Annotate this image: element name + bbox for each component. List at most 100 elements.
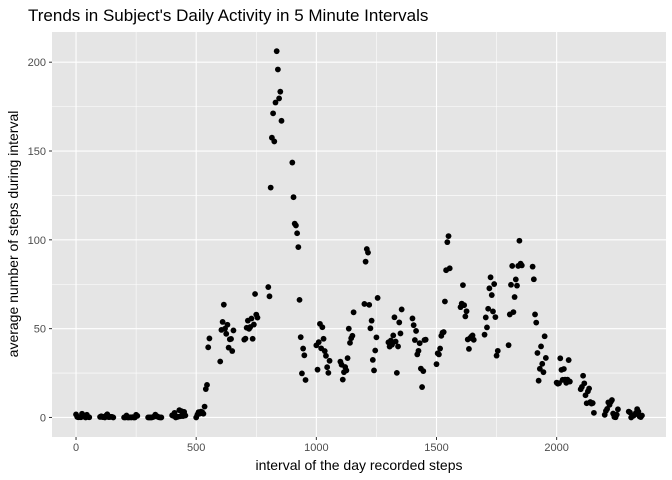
data-point: [367, 325, 374, 332]
data-point: [265, 284, 272, 290]
data-point: [249, 335, 256, 342]
data-point: [466, 345, 472, 352]
data-point: [589, 400, 596, 406]
data-point: [444, 239, 451, 246]
data-point: [395, 343, 401, 350]
data-point: [446, 265, 453, 272]
y-tick-label: 100: [28, 235, 46, 247]
data-point: [110, 414, 117, 421]
data-point: [134, 412, 141, 419]
data-point: [392, 338, 399, 345]
y-tick-label: 0: [40, 412, 46, 424]
data-point: [509, 263, 516, 269]
data-point: [314, 366, 321, 373]
x-tick-label: 0: [73, 442, 79, 454]
data-point: [324, 364, 331, 371]
data-point: [290, 194, 297, 201]
data-point: [490, 308, 496, 315]
data-point: [422, 336, 429, 343]
data-point: [248, 315, 255, 322]
data-point: [486, 285, 493, 292]
data-point: [320, 335, 327, 342]
data-point: [200, 410, 207, 417]
data-point: [229, 348, 236, 354]
data-point: [542, 355, 549, 361]
data-point: [493, 352, 500, 359]
data-point: [533, 319, 540, 326]
data-point: [413, 328, 419, 334]
data-point: [289, 159, 296, 166]
data-point: [315, 339, 322, 346]
data-point: [508, 281, 514, 288]
data-point: [294, 230, 301, 237]
data-point: [366, 301, 373, 308]
data-point: [217, 358, 224, 365]
data-point: [581, 380, 588, 387]
data-point: [613, 411, 620, 418]
data-point: [639, 412, 645, 419]
data-point: [271, 138, 278, 145]
data-point: [274, 66, 281, 73]
data-point: [416, 340, 423, 347]
data-point: [278, 117, 285, 124]
data-point: [514, 282, 520, 289]
data-point: [397, 330, 404, 337]
plot-panel: [52, 32, 666, 437]
data-point: [419, 384, 425, 390]
data-point: [565, 357, 572, 363]
data-point: [445, 233, 452, 239]
x-tick-label: 2000: [544, 442, 568, 454]
data-point: [534, 350, 541, 356]
data-points: [73, 48, 645, 421]
data-point: [518, 262, 525, 269]
data-point: [393, 369, 400, 376]
data-point: [586, 385, 592, 392]
data-point: [420, 368, 427, 374]
data-point: [326, 357, 333, 364]
data-point: [323, 352, 329, 359]
data-point: [266, 293, 273, 300]
data-point: [299, 370, 305, 377]
data-point: [487, 274, 494, 281]
data-point: [482, 314, 489, 321]
data-point: [325, 369, 332, 376]
data-point: [580, 372, 586, 379]
data-point: [511, 294, 518, 300]
data-point: [436, 351, 442, 358]
data-point: [415, 347, 422, 354]
data-point: [512, 276, 519, 283]
data-point: [347, 339, 353, 346]
data-point: [319, 324, 326, 331]
data-point: [615, 406, 621, 413]
data-point: [529, 263, 536, 270]
data-point: [220, 301, 227, 308]
data-point: [396, 319, 403, 326]
data-point: [566, 378, 573, 385]
data-point: [460, 282, 466, 289]
data-point: [369, 357, 376, 363]
x-axis-ticks: 0 500 1000 1500 2000: [73, 437, 569, 454]
data-point: [300, 345, 307, 352]
data-point: [535, 377, 542, 384]
data-point: [433, 361, 440, 368]
data-point: [344, 355, 351, 362]
data-point: [539, 360, 546, 367]
data-point: [530, 276, 537, 283]
data-point: [86, 414, 93, 421]
data-point: [391, 314, 398, 321]
data-point: [296, 296, 303, 303]
data-point: [485, 305, 492, 312]
data-point: [532, 311, 538, 318]
data-point: [469, 332, 476, 339]
data-point: [411, 337, 418, 343]
data-point: [410, 322, 417, 329]
minor-gridlines: [52, 32, 666, 437]
data-point: [373, 334, 380, 341]
data-point: [295, 244, 302, 251]
data-point: [365, 249, 371, 256]
data-point: [205, 344, 212, 351]
data-point: [158, 414, 165, 421]
x-tick-label: 500: [187, 442, 205, 454]
data-point: [372, 347, 379, 354]
